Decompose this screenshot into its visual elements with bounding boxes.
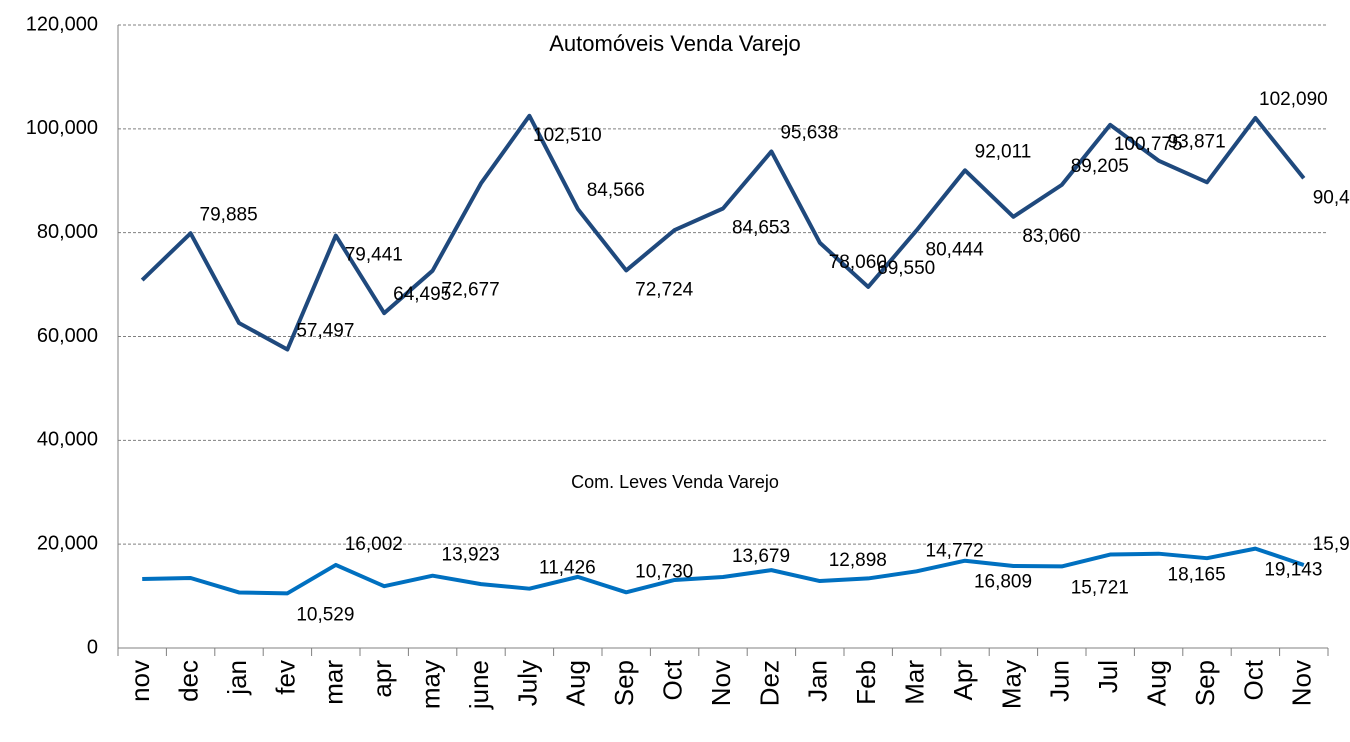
x-tick-label: Jun xyxy=(1045,660,1075,702)
x-tick-label: nov xyxy=(125,660,155,702)
data-label: 16,809 xyxy=(974,572,1032,593)
data-label: 93,871 xyxy=(1168,132,1226,153)
data-label: 10,529 xyxy=(296,604,354,625)
x-tick-label: July xyxy=(512,660,542,706)
x-tick-label: apr xyxy=(367,660,397,698)
data-label: 69,550 xyxy=(877,258,935,279)
data-label: 16,002 xyxy=(345,534,403,555)
data-label: 13,923 xyxy=(442,545,500,566)
data-label: 11,426 xyxy=(539,558,596,579)
y-tick-label: 60,000 xyxy=(37,325,98,347)
x-tick-label: jan xyxy=(222,660,252,696)
data-label: 14,772 xyxy=(926,540,984,561)
x-tick-label: Sep xyxy=(609,660,639,706)
x-tick-label: Oct xyxy=(1238,659,1268,700)
data-label: 57,497 xyxy=(296,321,354,342)
data-label: 15,721 xyxy=(1071,577,1129,598)
x-tick-label: Nov xyxy=(706,660,736,706)
y-tick-label: 40,000 xyxy=(37,429,98,451)
series-line xyxy=(140,113,1306,352)
x-tick-label: Jul xyxy=(1093,660,1123,693)
data-label: 72,677 xyxy=(442,280,500,301)
data-label: 100,775 xyxy=(1114,134,1183,155)
x-tick-label: Feb xyxy=(851,660,881,705)
data-label: 79,441 xyxy=(345,245,403,266)
data-label: 10,730 xyxy=(635,561,693,582)
y-tick-label: 120,000 xyxy=(26,13,98,35)
data-label: 18,165 xyxy=(1168,565,1226,586)
data-label: 84,566 xyxy=(587,180,645,201)
x-tick-label: june xyxy=(464,660,494,710)
x-tick-label: dec xyxy=(173,660,203,702)
series-line xyxy=(142,546,1305,596)
x-tick-label: Apr xyxy=(948,660,978,701)
data-label: 83,060 xyxy=(1022,226,1080,247)
data-label: 78,060 xyxy=(829,252,887,273)
data-label: 15,994 xyxy=(1313,534,1350,555)
data-label: 95,638 xyxy=(780,122,838,143)
y-tick-label: 20,000 xyxy=(37,532,98,554)
data-label: 64,495 xyxy=(393,284,451,305)
x-tick-label: Dez xyxy=(754,660,784,706)
x-tick-label: Oct xyxy=(657,659,687,700)
data-label: 12,898 xyxy=(829,550,887,571)
data-label: 84,653 xyxy=(732,218,790,239)
data-label: 79,885 xyxy=(200,204,258,225)
x-tick-label: Nov xyxy=(1287,660,1317,706)
data-label: 102,090 xyxy=(1259,89,1328,110)
x-tick-label: may xyxy=(415,660,445,709)
y-tick-label: 80,000 xyxy=(37,221,98,243)
data-label: 92,011 xyxy=(975,141,1032,162)
x-tick-label: mar xyxy=(319,660,349,705)
data-label: 90,472 xyxy=(1313,187,1350,208)
data-label: 89,205 xyxy=(1071,156,1129,177)
x-tick-label: May xyxy=(996,660,1026,709)
data-label: 13,679 xyxy=(732,546,790,567)
data-label: 80,444 xyxy=(926,239,985,260)
data-label: 19,143 xyxy=(1264,560,1322,581)
x-tick-label: Mar xyxy=(899,660,929,705)
x-tick-label: fev xyxy=(270,660,300,695)
y-tick-label: 100,000 xyxy=(26,117,98,139)
series-label: Com. Leves Venda Varejo xyxy=(571,472,779,492)
series-label: Automóveis Venda Varejo xyxy=(549,31,801,56)
x-tick-label: Jan xyxy=(803,660,833,702)
x-tick-label: Aug xyxy=(1141,660,1171,706)
y-tick-label: 0 xyxy=(87,636,98,658)
x-tick-label: Aug xyxy=(561,660,591,706)
data-label: 102,510 xyxy=(533,125,602,146)
data-label: 72,724 xyxy=(635,279,694,300)
x-tick-label: Sep xyxy=(1190,660,1220,706)
